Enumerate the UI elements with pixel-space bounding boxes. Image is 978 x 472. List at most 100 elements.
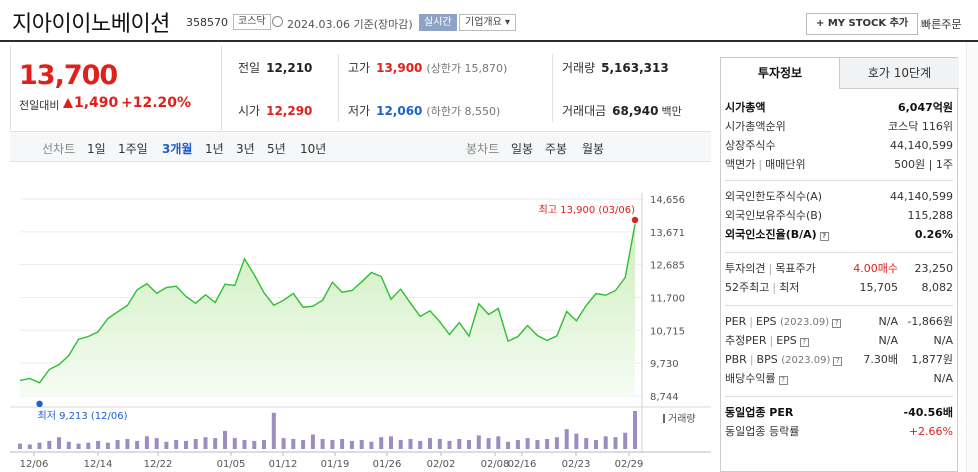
change-amount: 1,490 xyxy=(74,95,119,111)
volume-bar xyxy=(330,440,335,449)
candle-tab-weekly[interactable]: 주봉 xyxy=(545,142,568,156)
volume-bar xyxy=(203,437,208,449)
52week-row: 52주최고 | 최저 15,705 8,082 xyxy=(725,281,953,294)
volume-bar xyxy=(486,438,491,449)
industry-change-row[interactable]: 동일업종 등락률 +2.66% xyxy=(725,425,953,438)
volume-bar xyxy=(66,441,71,449)
volume-bar xyxy=(398,440,403,449)
period-tab-10y[interactable]: 10년 xyxy=(300,142,327,156)
price-line xyxy=(19,224,636,384)
volume-bar xyxy=(535,440,540,449)
candle-chart-label: 봉차트 xyxy=(466,142,500,156)
market-badge: 코스닥 xyxy=(233,14,271,30)
volume-bar xyxy=(447,440,452,449)
y-tick-label: 12,685 xyxy=(650,261,685,272)
high-price: 고가 13,900 (상한가 15,870) xyxy=(348,61,508,75)
volume-bar xyxy=(213,438,218,449)
volume-bar xyxy=(379,437,384,449)
divider xyxy=(725,180,953,181)
volume-bar xyxy=(154,438,159,449)
volume-bar xyxy=(418,440,423,449)
market-cap-rank-row: 시가총액순위 코스닥 116위 xyxy=(725,120,953,133)
add-my-stock-button[interactable]: + MY STOCK 추가 xyxy=(806,13,919,35)
low-annotation: 최저 9,213 (12/06) xyxy=(38,410,128,422)
tab-orderbook-10[interactable]: 호가 10단계 xyxy=(840,58,959,89)
quick-order-link[interactable]: 빠른주문 xyxy=(921,18,962,31)
volume-bar xyxy=(359,440,364,449)
realtime-button[interactable]: 실시간 xyxy=(419,14,457,31)
price-area xyxy=(20,224,635,396)
tab-investment-info[interactable]: 투자정보 xyxy=(721,58,840,89)
change-label: 전일대비 xyxy=(19,99,60,112)
period-tab-5y[interactable]: 5년 xyxy=(267,142,286,156)
period-tab-1w[interactable]: 1주일 xyxy=(118,142,148,156)
period-tab-1y[interactable]: 1년 xyxy=(205,142,224,156)
period-tab-3m[interactable]: 3개월 xyxy=(162,142,193,156)
candle-tab-monthly[interactable]: 월봉 xyxy=(582,142,605,156)
open-price: 시가 12,290 xyxy=(238,104,313,118)
volume-bar xyxy=(174,440,179,449)
price-chart: 14,656 13,671 12,685 11,700 10,715 9,730 8,744… xyxy=(10,193,711,470)
trade-amount: 거래대금 68,940 백만 xyxy=(562,104,682,118)
divider xyxy=(552,54,553,122)
quote-summary: 전일 12,210 시가 12,290 고가 13,900 (상한가 15,870) 저… xyxy=(221,46,711,130)
volume-bar xyxy=(76,443,81,449)
volume-bar xyxy=(96,440,101,449)
x-tick-label: 12/14 xyxy=(84,459,113,470)
industry-per-row[interactable]: 동일업종 PER -40.56배 xyxy=(725,406,953,419)
x-tick-label: 01/19 xyxy=(321,459,350,470)
volume-bar xyxy=(125,439,130,449)
current-price: 13,700 xyxy=(19,60,118,91)
volume-bar xyxy=(86,442,91,449)
y-tick-label: 10,715 xyxy=(650,326,685,337)
help-icon[interactable]: ? xyxy=(819,232,829,241)
volume-bar xyxy=(262,440,266,449)
chart-period-bar: 선차트 1일 1주일 3개월 1년 3년 5년 10년 봉차트 일봉 주봉 월봉 xyxy=(10,131,711,162)
line-chart-label: 선차트 xyxy=(42,142,76,156)
volume-bar xyxy=(115,440,120,449)
par-unit-row: 액면가 | 매매단위 500원 | 1주 xyxy=(725,158,953,171)
period-tab-3y[interactable]: 3년 xyxy=(236,142,255,156)
volume-bar xyxy=(232,438,237,449)
prev-close: 전일 12,210 xyxy=(238,61,313,75)
company-overview-dropdown[interactable]: 기업개요 ▾ xyxy=(459,14,516,31)
investment-info-panel: 투자정보 호가 10단계 시가총액 6,047억원 시가총액순위 코스닥 116위 … xyxy=(720,57,959,472)
volume-bar xyxy=(623,432,628,449)
market-cap-row: 시가총액 6,047억원 xyxy=(725,101,953,114)
volume-bar xyxy=(554,437,559,449)
volume-bar xyxy=(310,434,315,449)
help-icon[interactable]: ? xyxy=(832,319,842,328)
volume-bar xyxy=(564,429,569,449)
volume-bar xyxy=(506,441,511,449)
quote-date: 2024.03.06 기준(장마감) xyxy=(287,18,413,31)
volume-bar xyxy=(340,439,345,449)
volume-bar xyxy=(144,436,149,449)
opinion-target-row: 투자의견 | 목표주가 4.00매수 23,250 xyxy=(725,262,953,275)
volume-bar xyxy=(27,444,32,449)
volume-bar xyxy=(242,440,247,449)
x-tick-label: 02/02 xyxy=(427,459,456,470)
scrollbar[interactable] xyxy=(966,42,978,472)
change-percent: +12.20% xyxy=(121,95,192,111)
candle-tab-daily[interactable]: 일봉 xyxy=(511,142,534,156)
volume-bar xyxy=(301,440,306,449)
x-tick-label: 02/23 xyxy=(562,459,591,470)
volume-bar xyxy=(457,439,462,449)
help-icon[interactable]: ? xyxy=(778,376,788,385)
period-tab-1d[interactable]: 1일 xyxy=(87,142,106,156)
volume-bar xyxy=(476,435,481,449)
volume-bar xyxy=(349,440,354,449)
volume-bar xyxy=(105,442,110,449)
volume-bar xyxy=(408,439,413,449)
listed-shares-row: 상장주식수 44,140,599 xyxy=(725,139,953,152)
help-icon[interactable]: ? xyxy=(833,357,843,366)
y-tick-label: 14,656 xyxy=(650,195,685,206)
x-tick-label: 02/16 xyxy=(508,459,537,470)
volume-bar xyxy=(271,412,276,449)
volume-bar xyxy=(184,440,188,449)
stock-name: 지아이이노베이션 xyxy=(12,12,170,37)
volume-bar xyxy=(135,440,140,449)
divider xyxy=(725,252,953,253)
stock-header: 지아이이노베이션 358570 코스닥 2024.03.06 기준(장마감) 실… xyxy=(0,0,978,42)
help-icon[interactable]: ? xyxy=(799,338,809,347)
